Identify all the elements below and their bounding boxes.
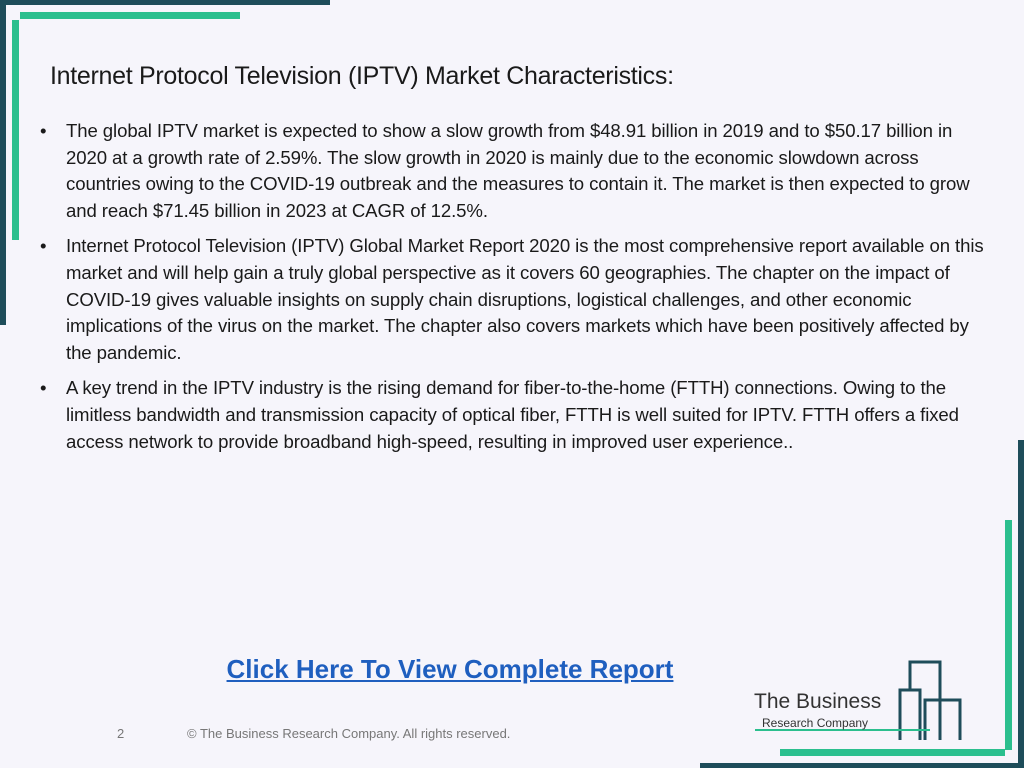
title: Internet Protocol Television (IPTV) Mark… [50, 62, 674, 90]
page-number: 2 [117, 726, 125, 741]
bullet-list: The global IPTV market is expected to sh… [36, 118, 986, 464]
copyright: © The Business Research Company. All rig… [187, 726, 511, 741]
bullet: Internet Protocol Television (IPTV) Glob… [40, 233, 986, 366]
logo-subtext: Research Company [762, 716, 869, 730]
report-link[interactable]: Click Here To View Complete Report [226, 654, 674, 684]
logo-text: The Business [754, 690, 882, 713]
bullet: The global IPTV market is expected to sh… [40, 118, 986, 224]
bullet: A key trend in the IPTV industry is the … [40, 375, 986, 455]
